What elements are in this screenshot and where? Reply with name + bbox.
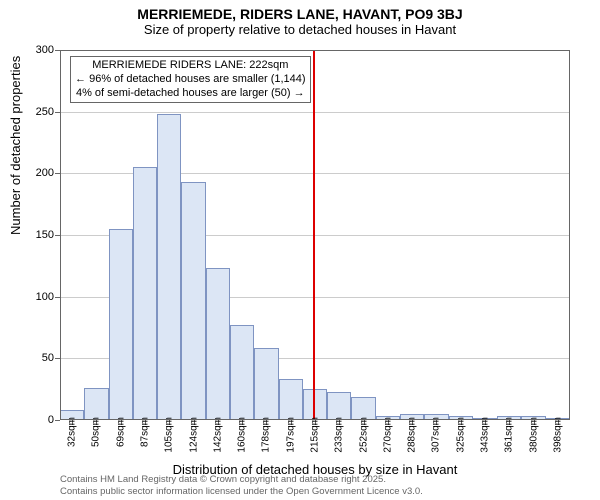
x-tick-label: 197sqm xyxy=(285,417,296,453)
x-tick-label: 325sqm xyxy=(455,417,466,453)
plot-border xyxy=(60,50,570,420)
y-tick-label: 100 xyxy=(0,291,54,303)
x-tick-label: 380sqm xyxy=(528,417,539,453)
chart-subtitle: Size of property relative to detached ho… xyxy=(0,22,600,41)
y-tick-label: 250 xyxy=(0,106,54,118)
x-tick-label: 215sqm xyxy=(310,417,321,453)
x-tick-label: 252sqm xyxy=(358,417,369,453)
x-tick-label: 288sqm xyxy=(407,417,418,453)
plot-area: MERRIEMEDE RIDERS LANE: 222sqm ← 96% of … xyxy=(60,50,570,420)
x-tick-label: 105sqm xyxy=(164,417,175,453)
y-tick-label: 200 xyxy=(0,167,54,179)
x-tick-label: 69sqm xyxy=(115,417,126,447)
x-tick-label: 124sqm xyxy=(188,417,199,453)
credits-line2: Contains public sector information licen… xyxy=(60,486,423,497)
x-tick-label: 361sqm xyxy=(504,417,515,453)
y-tick-label: 150 xyxy=(0,229,54,241)
x-tick-label: 178sqm xyxy=(261,417,272,453)
x-tick-label: 270sqm xyxy=(382,417,393,453)
y-axis-label: Number of detached properties xyxy=(8,56,23,235)
y-tick-label: 50 xyxy=(0,352,54,364)
x-tick-label: 398sqm xyxy=(552,417,563,453)
y-tick-label: 0 xyxy=(0,414,54,426)
x-tick-label: 87sqm xyxy=(140,417,151,447)
credits: Contains HM Land Registry data © Crown c… xyxy=(60,474,423,497)
chart-title: MERRIEMEDE, RIDERS LANE, HAVANT, PO9 3BJ xyxy=(0,0,600,22)
y-tick-label: 300 xyxy=(0,44,54,56)
x-tick-label: 233sqm xyxy=(334,417,345,453)
x-tick-label: 343sqm xyxy=(480,417,491,453)
x-tick-label: 307sqm xyxy=(431,417,442,453)
chart-container: { "chart": { "type": "histogram", "title… xyxy=(0,0,600,500)
x-tick-label: 142sqm xyxy=(212,417,223,453)
credits-line1: Contains HM Land Registry data © Crown c… xyxy=(60,474,423,485)
x-tick-label: 50sqm xyxy=(91,417,102,447)
x-tick-label: 160sqm xyxy=(237,417,248,453)
x-tick-label: 32sqm xyxy=(67,417,78,447)
